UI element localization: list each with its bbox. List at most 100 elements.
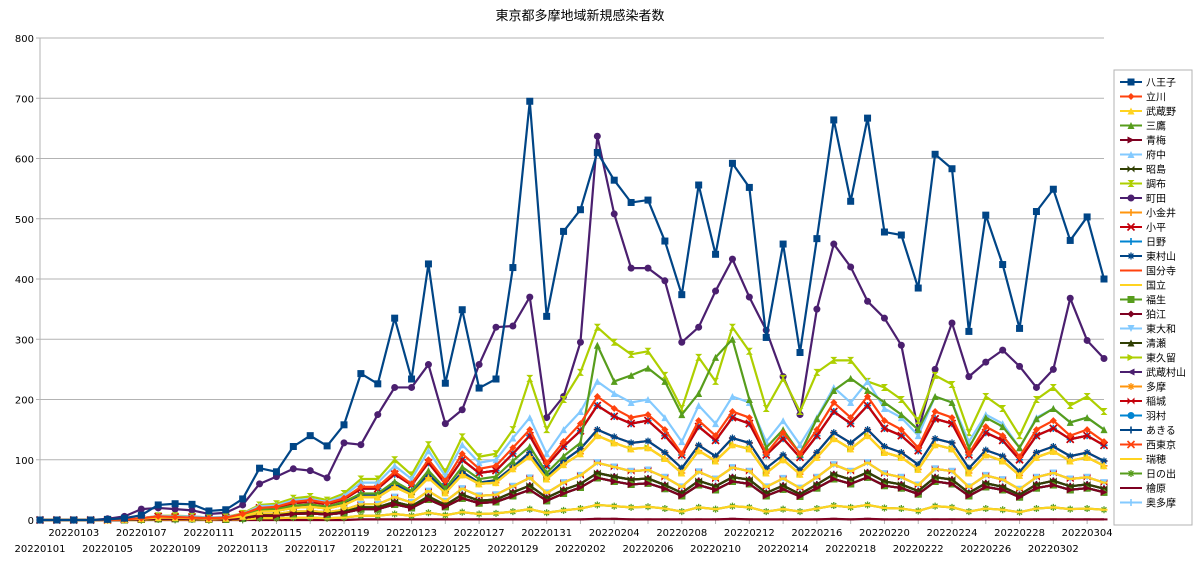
legend-item: 清瀬 — [1120, 337, 1166, 350]
data-point — [864, 377, 872, 385]
data-point — [712, 420, 720, 428]
data-point — [1016, 493, 1024, 501]
data-point — [475, 468, 484, 478]
data-point — [1066, 432, 1074, 440]
data-point — [864, 468, 872, 476]
data-point — [1127, 180, 1135, 187]
legend-item: 日野 — [1120, 237, 1166, 249]
data-point — [289, 465, 297, 473]
data-point — [1127, 470, 1135, 477]
data-point — [424, 441, 432, 449]
series-line — [40, 404, 1105, 522]
data-point — [475, 499, 483, 507]
legend-label: 日の出 — [1146, 468, 1176, 481]
data-point — [340, 421, 348, 429]
data-point — [1127, 310, 1135, 318]
y-tick-label: 600 — [15, 155, 34, 166]
data-point — [762, 450, 770, 458]
data-point — [1016, 444, 1024, 452]
data-point — [509, 492, 517, 500]
data-point — [1127, 296, 1135, 303]
data-point — [120, 514, 128, 522]
data-point — [576, 408, 584, 416]
x-tick-label: 20220109 — [150, 544, 201, 555]
data-point — [745, 414, 753, 422]
y-axis: 0 100 200 300 400 500 600 700 800 — [15, 34, 1104, 527]
legend-item: 立川 — [1120, 91, 1166, 104]
data-point — [830, 435, 838, 443]
legend-item: 町田 — [1120, 194, 1166, 205]
legend-item: 稲城 — [1120, 396, 1166, 408]
data-point — [289, 504, 297, 512]
legend-label: 国立 — [1146, 279, 1166, 292]
data-point — [492, 498, 500, 506]
data-point — [323, 505, 331, 513]
legend-label: 国分寺 — [1146, 266, 1176, 278]
data-point — [576, 439, 584, 447]
data-point — [323, 499, 331, 507]
data-point — [70, 516, 78, 524]
data-point — [982, 392, 990, 400]
data-point — [1127, 397, 1135, 405]
legend-item: 羽村 — [1120, 410, 1166, 423]
data-point — [745, 347, 753, 355]
legend-label: 多摩 — [1146, 381, 1166, 394]
data-point — [813, 453, 821, 461]
data-point — [678, 450, 686, 458]
series-layer — [35, 97, 1109, 525]
legend-label: 小金井 — [1146, 207, 1176, 220]
legend-label: 町田 — [1146, 194, 1166, 205]
series-7 — [36, 468, 1108, 524]
legend-item: 昭島 — [1120, 163, 1166, 176]
data-point — [965, 469, 973, 477]
series-9 — [36, 132, 1108, 524]
data-point — [610, 338, 618, 346]
data-point — [1032, 484, 1040, 492]
data-point — [695, 389, 703, 397]
data-point — [897, 231, 905, 239]
data-point — [357, 370, 365, 378]
data-point — [272, 507, 280, 515]
data-point — [36, 516, 44, 524]
data-point — [610, 389, 618, 397]
legend-item: 八王子 — [1120, 77, 1176, 89]
legend-item: 国分寺 — [1120, 266, 1176, 278]
data-point — [357, 505, 365, 513]
data-point — [779, 240, 787, 248]
data-point — [678, 469, 686, 477]
data-point — [1016, 432, 1024, 440]
data-point — [509, 457, 517, 465]
data-point — [931, 365, 939, 373]
data-point — [458, 433, 466, 441]
data-point — [695, 447, 703, 455]
data-point — [762, 492, 770, 500]
data-point — [695, 353, 703, 361]
data-point — [982, 211, 990, 219]
x-tick-label: 20220206 — [623, 544, 674, 555]
data-point — [205, 507, 213, 515]
data-point — [188, 500, 196, 508]
data-point — [1127, 426, 1135, 434]
data-point — [948, 165, 956, 173]
data-point — [728, 335, 736, 343]
data-point — [728, 441, 736, 449]
data-point — [762, 405, 770, 413]
data-point — [661, 277, 669, 285]
legend-item: あきる — [1120, 425, 1176, 437]
data-point — [593, 341, 601, 349]
data-point — [593, 132, 601, 140]
data-point — [779, 374, 787, 382]
x-axis: 20220101 20220103 20220105 20220107 20220109… — [15, 520, 1113, 555]
data-point — [441, 379, 449, 387]
data-point — [982, 414, 990, 422]
x-tick-label: 20220226 — [960, 544, 1011, 555]
data-point — [357, 479, 365, 487]
data-point — [340, 439, 348, 447]
legend-label: 立川 — [1146, 91, 1166, 104]
data-point — [593, 377, 601, 385]
data-point — [695, 402, 703, 410]
data-point — [661, 449, 669, 457]
data-point — [1032, 396, 1040, 403]
data-point — [222, 506, 230, 514]
